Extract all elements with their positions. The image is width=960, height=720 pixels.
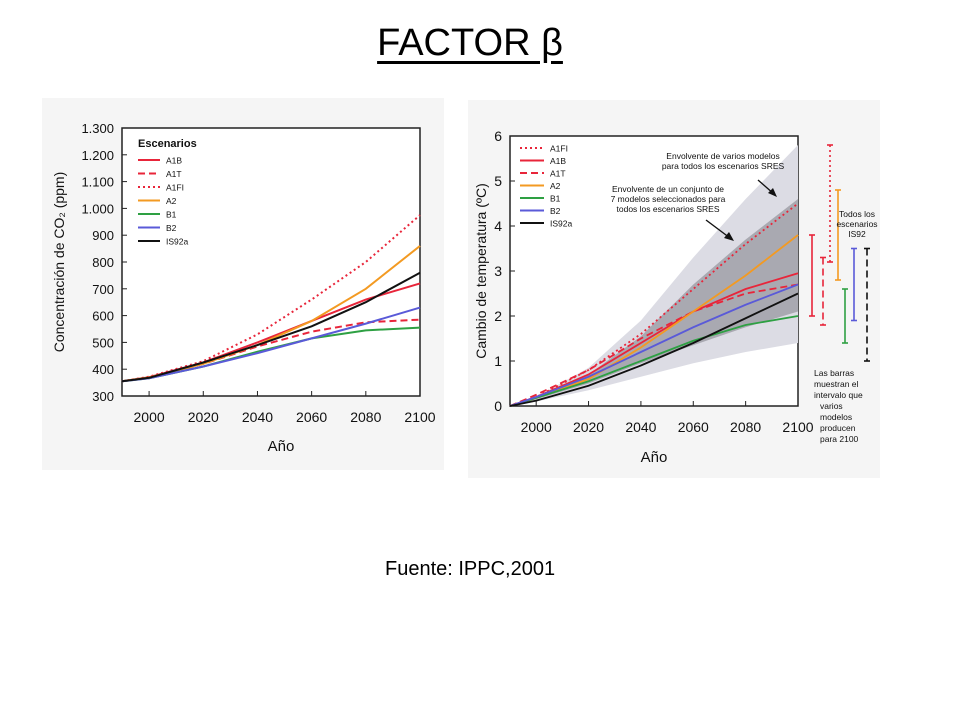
- temp-legend-label-b1: B1: [550, 194, 561, 204]
- temp-y-tick-label: 4: [494, 218, 502, 234]
- co2-x-tick-label: 2000: [134, 409, 165, 425]
- temp-y-tick-label: 2: [494, 308, 502, 324]
- co2-x-tick-label: 2100: [404, 409, 435, 425]
- co2-y-tick-label: 600: [92, 309, 114, 324]
- slide-title: FACTOR β: [377, 22, 563, 64]
- co2-x-tick-label: 2040: [242, 409, 273, 425]
- temp-x-tick-label: 2020: [573, 419, 604, 435]
- temp-annotation-arrowhead-inner: [724, 232, 734, 241]
- temp-legend-label-a2: A2: [550, 181, 561, 191]
- co2-x-axis-label: Año: [268, 438, 295, 455]
- temp-series-a1t-line: [509, 283, 799, 407]
- temp-x-tick-label: 2100: [782, 419, 813, 435]
- temp-envelope-outer: [510, 145, 798, 406]
- co2-legend-label-a1fi: A1FI: [166, 183, 184, 193]
- temp-legend-label-a1fi: A1FI: [550, 144, 568, 154]
- co2-y-tick-label: 900: [92, 228, 114, 243]
- temp-range-label-is92: Todos los escenarios IS92: [836, 209, 877, 239]
- temp-annotation-arrow-inner: [705, 219, 731, 239]
- co2-legend-label-b2: B2: [166, 223, 177, 233]
- temp-y-tick-label: 5: [494, 173, 502, 189]
- temp-series-a1fi-line: [509, 202, 799, 407]
- co2-y-tick-label: 1.200: [81, 148, 114, 163]
- temp-annotation-outer-envelope: Envolvente de varios modelos para todos l…: [662, 151, 785, 171]
- temp-series-b2-line: [509, 283, 799, 407]
- temp-x-tick-label: 2060: [678, 419, 709, 435]
- temp-y-tick-label: 1: [494, 353, 502, 369]
- temp-legend-label-a1t: A1T: [550, 169, 566, 179]
- co2-y-tick-label: 500: [92, 335, 114, 350]
- temp-envelope-inner: [510, 199, 798, 406]
- source-caption: Fuente: IPPC,2001: [385, 558, 556, 580]
- co2-x-tick-label: 2020: [188, 409, 219, 425]
- co2-y-tick-label: 300: [92, 389, 114, 404]
- temp-legend-label-is92a: IS92a: [550, 219, 572, 229]
- co2-y-tick-label: 400: [92, 362, 114, 377]
- co2-series-is92a-line: [121, 271, 421, 383]
- temp-y-tick-label: 6: [494, 128, 502, 144]
- co2-legend-label-a1b: A1B: [166, 156, 182, 166]
- co2-y-tick-label: 1.100: [81, 175, 114, 190]
- co2-legend-label-a1t: A1T: [166, 169, 182, 179]
- temp-annotation-inner-envelope: Envolvente de un conjunto de 7 modelos se…: [611, 184, 726, 214]
- temp-series-is92a-line: [509, 292, 799, 407]
- temp-legend-label-a1b: A1B: [550, 156, 566, 166]
- temp-x-tick-label: 2000: [521, 419, 552, 435]
- co2-legend-label-b1: B1: [166, 210, 177, 220]
- co2-legend-label-a2: A2: [166, 196, 177, 206]
- co2-y-tick-label: 700: [92, 282, 114, 297]
- temp-y-axis-label: Cambio de temperatura (ºC): [473, 183, 489, 359]
- temp-annotation-arrowhead-outer: [768, 188, 777, 197]
- co2-y-tick-label: 1.000: [81, 201, 114, 216]
- temp-x-axis-label: Año: [641, 449, 668, 466]
- temp-x-tick-label: 2080: [730, 419, 761, 435]
- temp-x-tick-label: 2040: [625, 419, 656, 435]
- co2-legend-label-is92a: IS92a: [166, 237, 188, 247]
- temp-y-tick-label: 3: [494, 263, 502, 279]
- co2-y-axis-label: Concentración de CO₂ (ppm): [51, 172, 67, 353]
- co2-plot-area: [121, 127, 421, 397]
- co2-x-tick-label: 2060: [296, 409, 327, 425]
- temperature-change-chart: 0 1 2 3 4 5 6 2000 2020 2040 2060 2080 2100 Año Cambio…: [468, 100, 880, 478]
- co2-y-tick-label: 1.300: [81, 121, 114, 136]
- temp-range-label-bars: Las barras muestran el intervalo que varios…: [814, 368, 863, 444]
- co2-x-tick-label: 2080: [350, 409, 381, 425]
- co2-legend-title: Escenarios: [138, 138, 197, 150]
- co2-concentration-chart: 300 400 500 600 700 800 900 1.000 1.100 1.200 1.30…: [42, 98, 444, 470]
- temp-legend-label-b2: B2: [550, 206, 561, 216]
- temp-y-tick-label: 0: [494, 398, 502, 414]
- co2-y-tick-label: 800: [92, 255, 114, 270]
